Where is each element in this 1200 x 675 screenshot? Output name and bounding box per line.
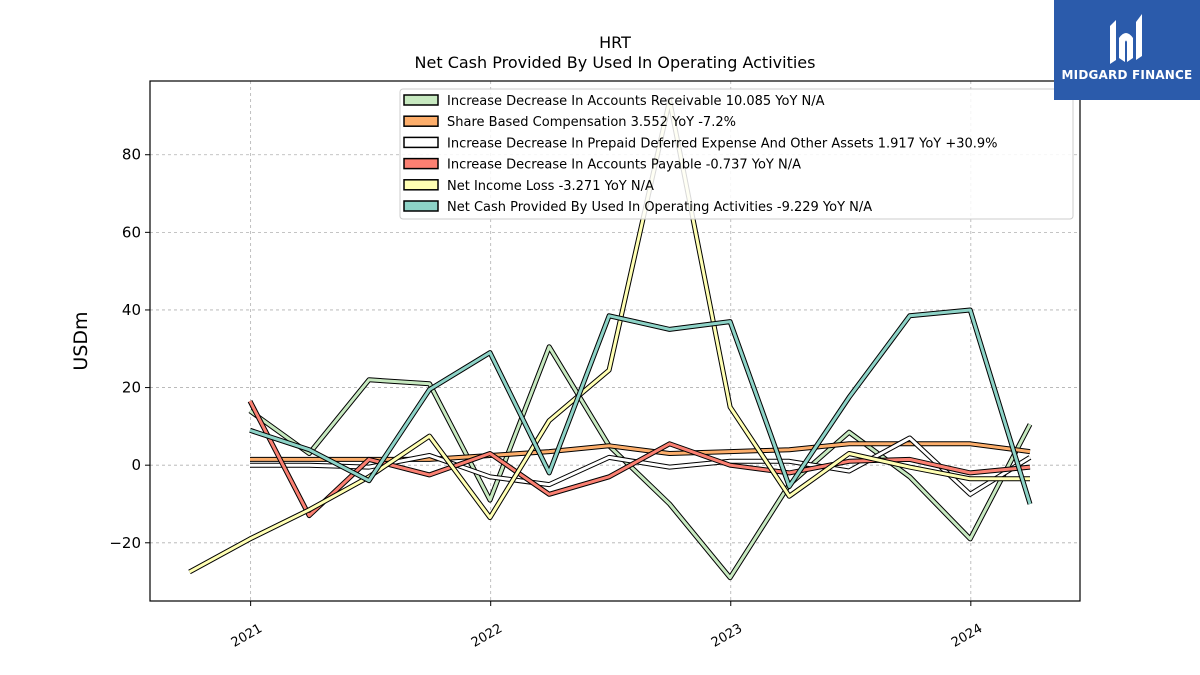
logo-text: MIDGARD FINANCE xyxy=(1061,68,1193,82)
legend-entry: Increase Decrease In Prepaid Deferred Ex… xyxy=(447,136,998,151)
y-tick-label: 80 xyxy=(122,146,141,164)
series-line xyxy=(249,345,1032,580)
legend-entry: Net Income Loss -3.271 YoY N/A xyxy=(447,179,654,194)
x-tick-label: 2023 xyxy=(709,621,745,651)
x-tick-label: 2021 xyxy=(229,621,265,651)
legend-swatch xyxy=(403,136,439,149)
plot-frame xyxy=(149,80,1081,602)
x-axis: 2021 2022 2023 2024 xyxy=(229,601,985,651)
series-line-outline xyxy=(250,441,1031,462)
series-5 xyxy=(188,97,1030,575)
legend-swatch xyxy=(403,179,439,191)
series-6 xyxy=(249,307,1033,505)
series-4 xyxy=(247,399,1031,519)
y-axis: −20 0 20 40 60 80 xyxy=(109,146,150,552)
legend-swatch xyxy=(403,94,439,106)
y-tick-label: 40 xyxy=(122,301,141,319)
legend-entry: Increase Decrease In Accounts Receivable… xyxy=(447,94,825,109)
series-line xyxy=(249,308,1032,505)
chart-subtitle: Net Cash Provided By Used In Operating A… xyxy=(415,53,816,72)
legend-swatch xyxy=(403,200,439,212)
legend-entry: Increase Decrease In Accounts Payable -0… xyxy=(447,158,801,173)
series-line xyxy=(188,98,1030,574)
y-axis-label: USDm xyxy=(70,311,92,370)
legend-entry: Net Cash Provided By Used In Operating A… xyxy=(447,200,872,215)
series-2 xyxy=(250,441,1031,462)
legend-box xyxy=(399,88,1074,220)
legend-entry: Share Based Compensation 3.552 YoY -7.2% xyxy=(447,115,736,130)
legend-swatch xyxy=(403,115,439,127)
y-tick-label: 0 xyxy=(131,456,141,474)
chart-title: HRT xyxy=(599,33,631,52)
y-tick-label: −20 xyxy=(109,534,141,552)
midgard-logo-icon xyxy=(1110,14,1142,64)
y-tick-label: 20 xyxy=(122,379,141,397)
midgard-finance-logo: MIDGARD FINANCE xyxy=(1054,0,1200,100)
x-tick-label: 2022 xyxy=(469,621,505,651)
series-layer xyxy=(188,97,1033,581)
legend: Increase Decrease In Accounts Receivable… xyxy=(399,88,1074,220)
x-tick-label: 2024 xyxy=(949,621,985,651)
y-tick-label: 60 xyxy=(122,223,141,241)
series-1 xyxy=(248,344,1033,581)
legend-swatch xyxy=(403,157,439,170)
